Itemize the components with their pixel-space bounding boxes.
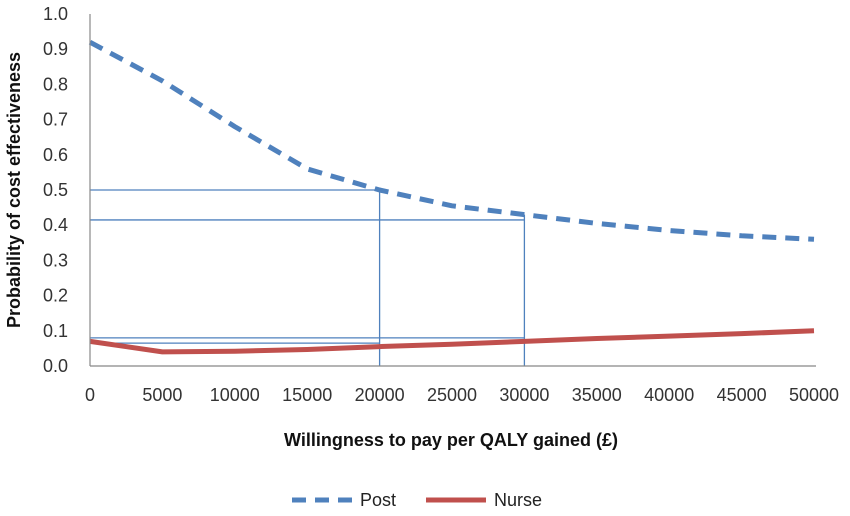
x-tick-label: 0 bbox=[85, 385, 95, 405]
series-lines bbox=[88, 39, 815, 355]
y-tick-labels: 0.0 0.1 0.2 0.3 0.4 0.5 0.6 0.7 0.8 0.9 1.0 bbox=[43, 4, 68, 376]
y-tick-label: 0.2 bbox=[43, 286, 68, 306]
y-tick-label: 0.7 bbox=[43, 110, 68, 130]
x-axis-title: Willingness to pay per QALY gained (£) bbox=[284, 430, 618, 450]
x-tick-label: 15000 bbox=[282, 385, 332, 405]
legend-label-post: Post bbox=[360, 490, 396, 510]
y-tick-label: 0.8 bbox=[43, 74, 68, 94]
x-tick-label: 30000 bbox=[499, 385, 549, 405]
y-tick-label: 0.5 bbox=[43, 180, 68, 200]
x-tick-label: 50000 bbox=[789, 385, 839, 405]
x-tick-label: 35000 bbox=[572, 385, 622, 405]
x-tick-label: 25000 bbox=[427, 385, 477, 405]
y-axis-title: Probability of cost effectiveness bbox=[4, 52, 24, 328]
y-tick-label: 0.1 bbox=[43, 321, 68, 341]
y-tick-label: 0.9 bbox=[43, 39, 68, 59]
x-tick-label: 10000 bbox=[210, 385, 260, 405]
y-tick-label: 0.6 bbox=[43, 145, 68, 165]
x-tick-labels: 0 5000 10000 15000 20000 25000 30000 35000 40000… bbox=[85, 385, 839, 405]
series-line-nurse bbox=[89, 328, 815, 355]
y-tick-label: 0.0 bbox=[43, 356, 68, 376]
y-tick-label: 0.3 bbox=[43, 250, 68, 270]
x-tick-label: 45000 bbox=[717, 385, 767, 405]
series-line-post bbox=[88, 39, 815, 242]
x-tick-label: 40000 bbox=[644, 385, 694, 405]
axes bbox=[89, 14, 816, 367]
x-tick-label: 5000 bbox=[142, 385, 182, 405]
y-tick-label: 0.4 bbox=[43, 215, 68, 235]
x-tick-label: 20000 bbox=[355, 385, 405, 405]
legend: Post Nurse bbox=[292, 490, 542, 510]
legend-label-nurse: Nurse bbox=[494, 490, 542, 510]
reference-lines bbox=[90, 189, 526, 366]
y-tick-label: 1.0 bbox=[43, 4, 68, 24]
